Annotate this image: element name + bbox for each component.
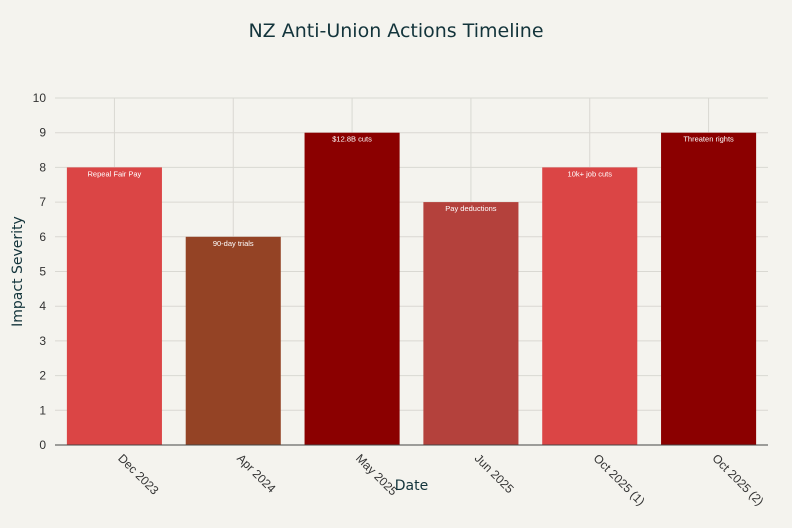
bar [661,132,757,445]
bar-value-label: 10k+ job cuts [568,169,613,178]
x-axis-title: Date [395,478,428,494]
bar [304,132,400,445]
x-tick-label: Dec 2023 [115,451,161,497]
bar-value-label: Threaten rights [683,135,734,144]
y-tick-label: 1 [39,403,46,417]
x-tick-label: Apr 2024 [234,451,279,496]
x-tick-label: Oct 2025 (2) [709,451,766,508]
y-tick-label: 10 [33,91,47,105]
y-tick-label: 3 [39,334,46,348]
x-tick-labels: Dec 2023 Apr 2024 May 2025 Jun 2025 Oct 2025… [115,451,766,508]
x-tick-label: Jun 2025 [472,451,517,496]
bar-value-label: 90-day trials [213,239,254,248]
bar-value-label: Pay deductions [445,204,497,213]
bar-value-label: Repeal Fair Pay [88,169,142,178]
bar [66,167,162,445]
y-tick-label: 6 [39,230,46,244]
x-tick-label: Oct 2025 (1) [591,451,648,508]
x-tick-label: May 2025 [353,451,400,498]
bar-labels: Repeal Fair Pay 90-day trials $12.8B cuts P… [88,135,735,248]
y-tick-label: 5 [39,265,46,279]
chart-title: NZ Anti-Union Actions Timeline [248,20,544,42]
y-tick-label: 4 [39,299,46,313]
bar [542,167,638,445]
y-tick-label: 9 [39,126,46,140]
y-tick-labels: 0 1 2 3 4 5 6 7 8 9 10 [33,91,47,452]
bar [185,236,281,445]
y-tick-label: 0 [39,438,46,452]
y-tick-label: 2 [39,369,46,383]
y-tick-label: 8 [39,160,46,174]
y-axis-title: Impact Severity [10,216,26,327]
bar-value-label: $12.8B cuts [332,135,372,144]
y-tick-label: 7 [39,195,46,209]
bars [66,132,757,445]
bar [423,202,519,445]
